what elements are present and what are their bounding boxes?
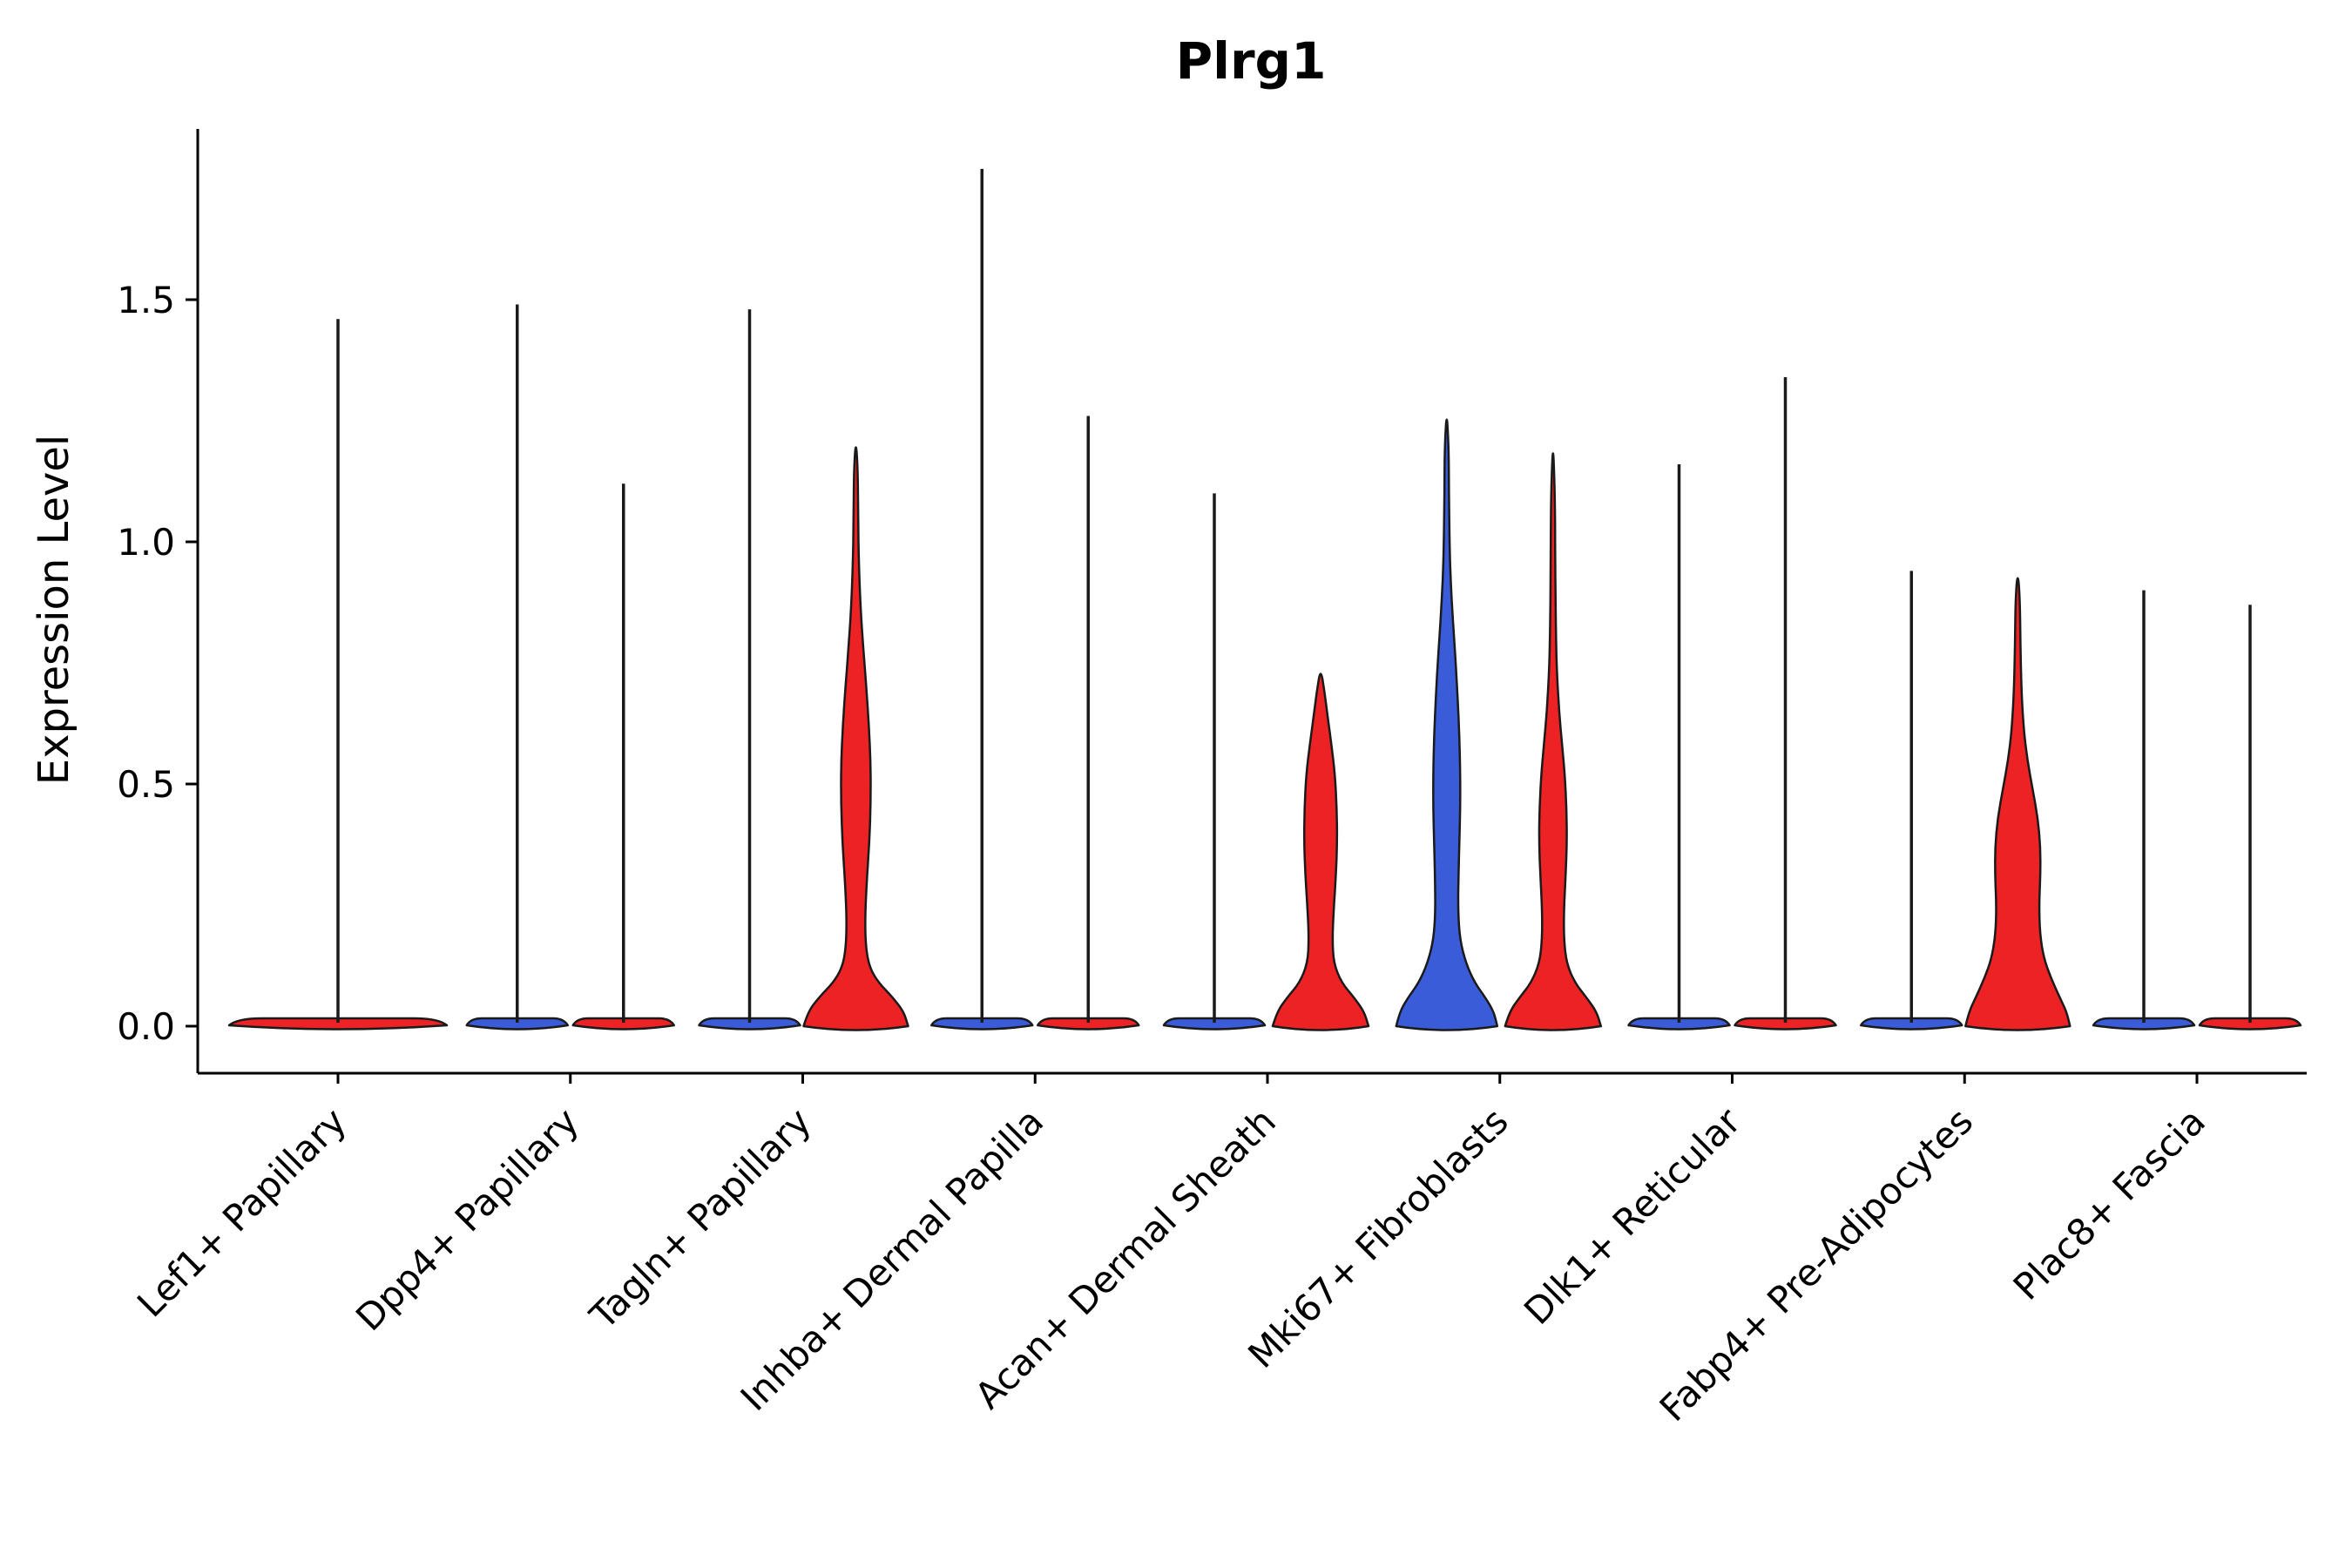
- y-tick-label: 0.0: [117, 1005, 175, 1048]
- x-category-label: Dpp4+ Papillary: [348, 1099, 587, 1339]
- y-tick-label: 0.5: [117, 763, 175, 806]
- y-tick-label: 1.0: [117, 521, 175, 564]
- violin-shape: [1964, 577, 2072, 1031]
- violin-base: [1037, 1017, 1140, 1031]
- violin-base: [698, 1017, 801, 1031]
- violin-base: [1627, 1017, 1731, 1031]
- violin-base: [227, 1017, 449, 1031]
- violin-base: [1734, 1017, 1837, 1031]
- y-tick-label: 1.5: [117, 279, 175, 321]
- violin-shape: [1504, 452, 1603, 1031]
- x-category-label: Mki67+ Fibroblasts: [1240, 1099, 1516, 1375]
- violin-base: [1162, 1017, 1267, 1031]
- violin-base: [2198, 1017, 2302, 1031]
- x-category-label: Tagln+ Papillary: [581, 1099, 819, 1337]
- violin-base: [1860, 1017, 1963, 1031]
- x-category-label: Dlk1+ Reticular: [1516, 1099, 1749, 1333]
- x-category-label: Lef1+ Papillary: [129, 1099, 355, 1325]
- violin-shape: [802, 446, 909, 1031]
- violin-base: [930, 1017, 1034, 1031]
- violin-base: [465, 1017, 569, 1031]
- x-category-label: Plac8+ Fascia: [2005, 1099, 2213, 1308]
- violins-layer: [227, 168, 2302, 1031]
- violin-shape: [1395, 418, 1499, 1031]
- chart-title: Plrg1: [1175, 31, 1327, 91]
- violin-base: [2092, 1017, 2196, 1031]
- violin-base: [571, 1017, 675, 1031]
- violin-shape: [1271, 672, 1370, 1031]
